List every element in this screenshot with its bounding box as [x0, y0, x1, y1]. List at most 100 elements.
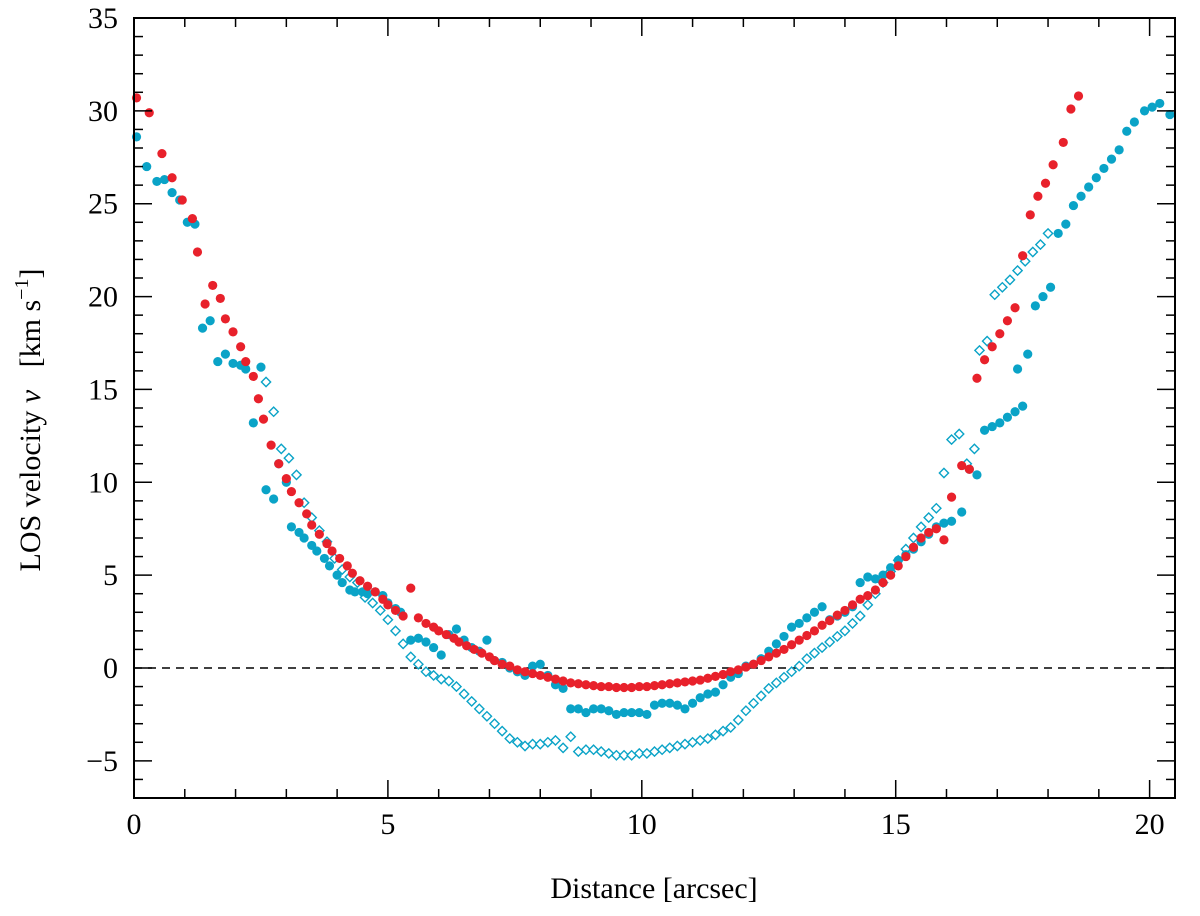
y-axis-title-space-1 — [14, 403, 47, 411]
data-point-cyan-filled — [1030, 301, 1040, 311]
data-point-red — [1010, 303, 1020, 313]
data-point-cyan-open — [443, 675, 455, 687]
data-point-cyan-open — [527, 738, 539, 750]
y-tick-label: 20 — [88, 281, 118, 314]
data-point-cyan-filled — [787, 622, 797, 632]
data-point-cyan-filled — [611, 709, 622, 720]
data-point-red — [825, 616, 835, 626]
series-cyan-filled — [131, 98, 1175, 720]
data-point-red — [893, 561, 903, 571]
data-point-red — [680, 677, 690, 687]
data-point-red — [550, 674, 561, 684]
data-point-cyan-open — [862, 599, 874, 611]
series-red — [131, 91, 1084, 693]
data-point-cyan-open — [824, 636, 836, 648]
data-point-cyan-filled — [878, 570, 888, 580]
data-point-cyan-filled — [802, 613, 812, 623]
data-point-red — [1002, 316, 1013, 326]
data-point-red — [520, 667, 530, 677]
data-point-red — [1066, 104, 1076, 114]
data-point-cyan-filled — [1068, 200, 1079, 211]
data-point-red — [979, 355, 990, 365]
data-point-red — [634, 681, 644, 692]
data-point-red — [787, 640, 797, 650]
data-point-red — [878, 577, 888, 588]
data-point-cyan-filled — [1023, 349, 1033, 359]
data-point-cyan-open — [412, 658, 424, 670]
data-point-cyan-open — [496, 725, 508, 737]
data-point-red — [672, 678, 682, 688]
data-point-red — [294, 498, 304, 508]
data-point-red — [370, 587, 380, 597]
data-point-red — [355, 576, 365, 586]
data-point-cyan-open — [938, 467, 950, 479]
data-point-red — [596, 681, 606, 692]
data-point-red — [421, 618, 431, 629]
data-point-cyan-filled — [855, 577, 865, 588]
data-point-cyan-filled — [596, 704, 606, 714]
data-point-red — [687, 676, 698, 686]
data-point-cyan-open — [1011, 264, 1024, 277]
data-point-red — [741, 662, 751, 672]
data-point-cyan-filled — [1010, 407, 1020, 417]
data-point-cyan-open — [923, 511, 935, 524]
data-point-red — [307, 520, 317, 530]
data-point-cyan-filled — [1018, 401, 1028, 411]
data-point-cyan-open — [572, 745, 584, 758]
data-point-cyan-filled — [535, 659, 545, 669]
data-point-red — [322, 538, 332, 549]
data-point-cyan-open — [973, 344, 986, 357]
data-point-red — [863, 590, 873, 601]
data-point-cyan-filled — [987, 421, 997, 432]
data-point-cyan-filled — [794, 618, 804, 629]
data-point-cyan-filled — [1002, 412, 1013, 422]
data-point-red — [733, 665, 743, 675]
data-point-cyan-filled — [159, 174, 170, 185]
data-point-red — [535, 670, 545, 681]
data-point-red — [390, 605, 401, 616]
data-point-red — [362, 581, 373, 591]
data-point-red — [248, 371, 258, 382]
data-point-cyan-filled — [429, 642, 439, 653]
data-point-cyan-filled — [152, 176, 162, 187]
y-axis-title-variable: v — [14, 389, 47, 403]
data-point-red — [266, 440, 276, 450]
data-point-red — [302, 509, 312, 519]
data-point-cyan-open — [1027, 246, 1039, 258]
data-point-cyan-filled — [771, 639, 781, 649]
data-point-cyan-open — [374, 604, 386, 617]
data-point-red — [817, 620, 827, 630]
y-axis-title-unit-superscript: −1 — [11, 279, 33, 300]
data-point-cyan-open — [420, 666, 432, 678]
data-point-cyan-open — [953, 428, 965, 440]
data-point-cyan-open — [770, 677, 782, 689]
data-point-cyan-open — [786, 666, 798, 678]
data-point-cyan-open — [504, 732, 516, 745]
data-point-red — [177, 195, 187, 205]
data-point-cyan-filled — [649, 700, 660, 710]
x-tick-label: 15 — [881, 808, 911, 841]
marks-layer — [131, 91, 1175, 761]
data-point-cyan-open — [839, 625, 851, 637]
data-point-red — [771, 648, 781, 658]
y-tick-label: 0 — [103, 652, 118, 685]
data-point-cyan-filled — [809, 607, 820, 617]
data-point-red — [383, 600, 393, 610]
data-point-red — [512, 665, 522, 675]
data-point-cyan-filled — [1129, 117, 1139, 127]
data-point-red — [342, 561, 352, 571]
data-point-cyan-open — [732, 714, 744, 726]
data-point-cyan-filled — [1106, 154, 1117, 164]
x-tick-label: 20 — [1135, 808, 1165, 841]
data-point-red — [657, 680, 667, 690]
data-point-red — [413, 613, 423, 623]
data-point-red — [809, 626, 820, 636]
data-point-cyan-filled — [870, 574, 880, 584]
data-point-red — [215, 293, 225, 304]
data-point-red — [253, 394, 264, 404]
data-point-red — [756, 655, 766, 666]
data-point-cyan-filled — [256, 362, 266, 372]
data-point-cyan-filled — [248, 418, 258, 428]
data-point-cyan-filled — [634, 707, 644, 718]
data-point-red — [946, 492, 957, 502]
